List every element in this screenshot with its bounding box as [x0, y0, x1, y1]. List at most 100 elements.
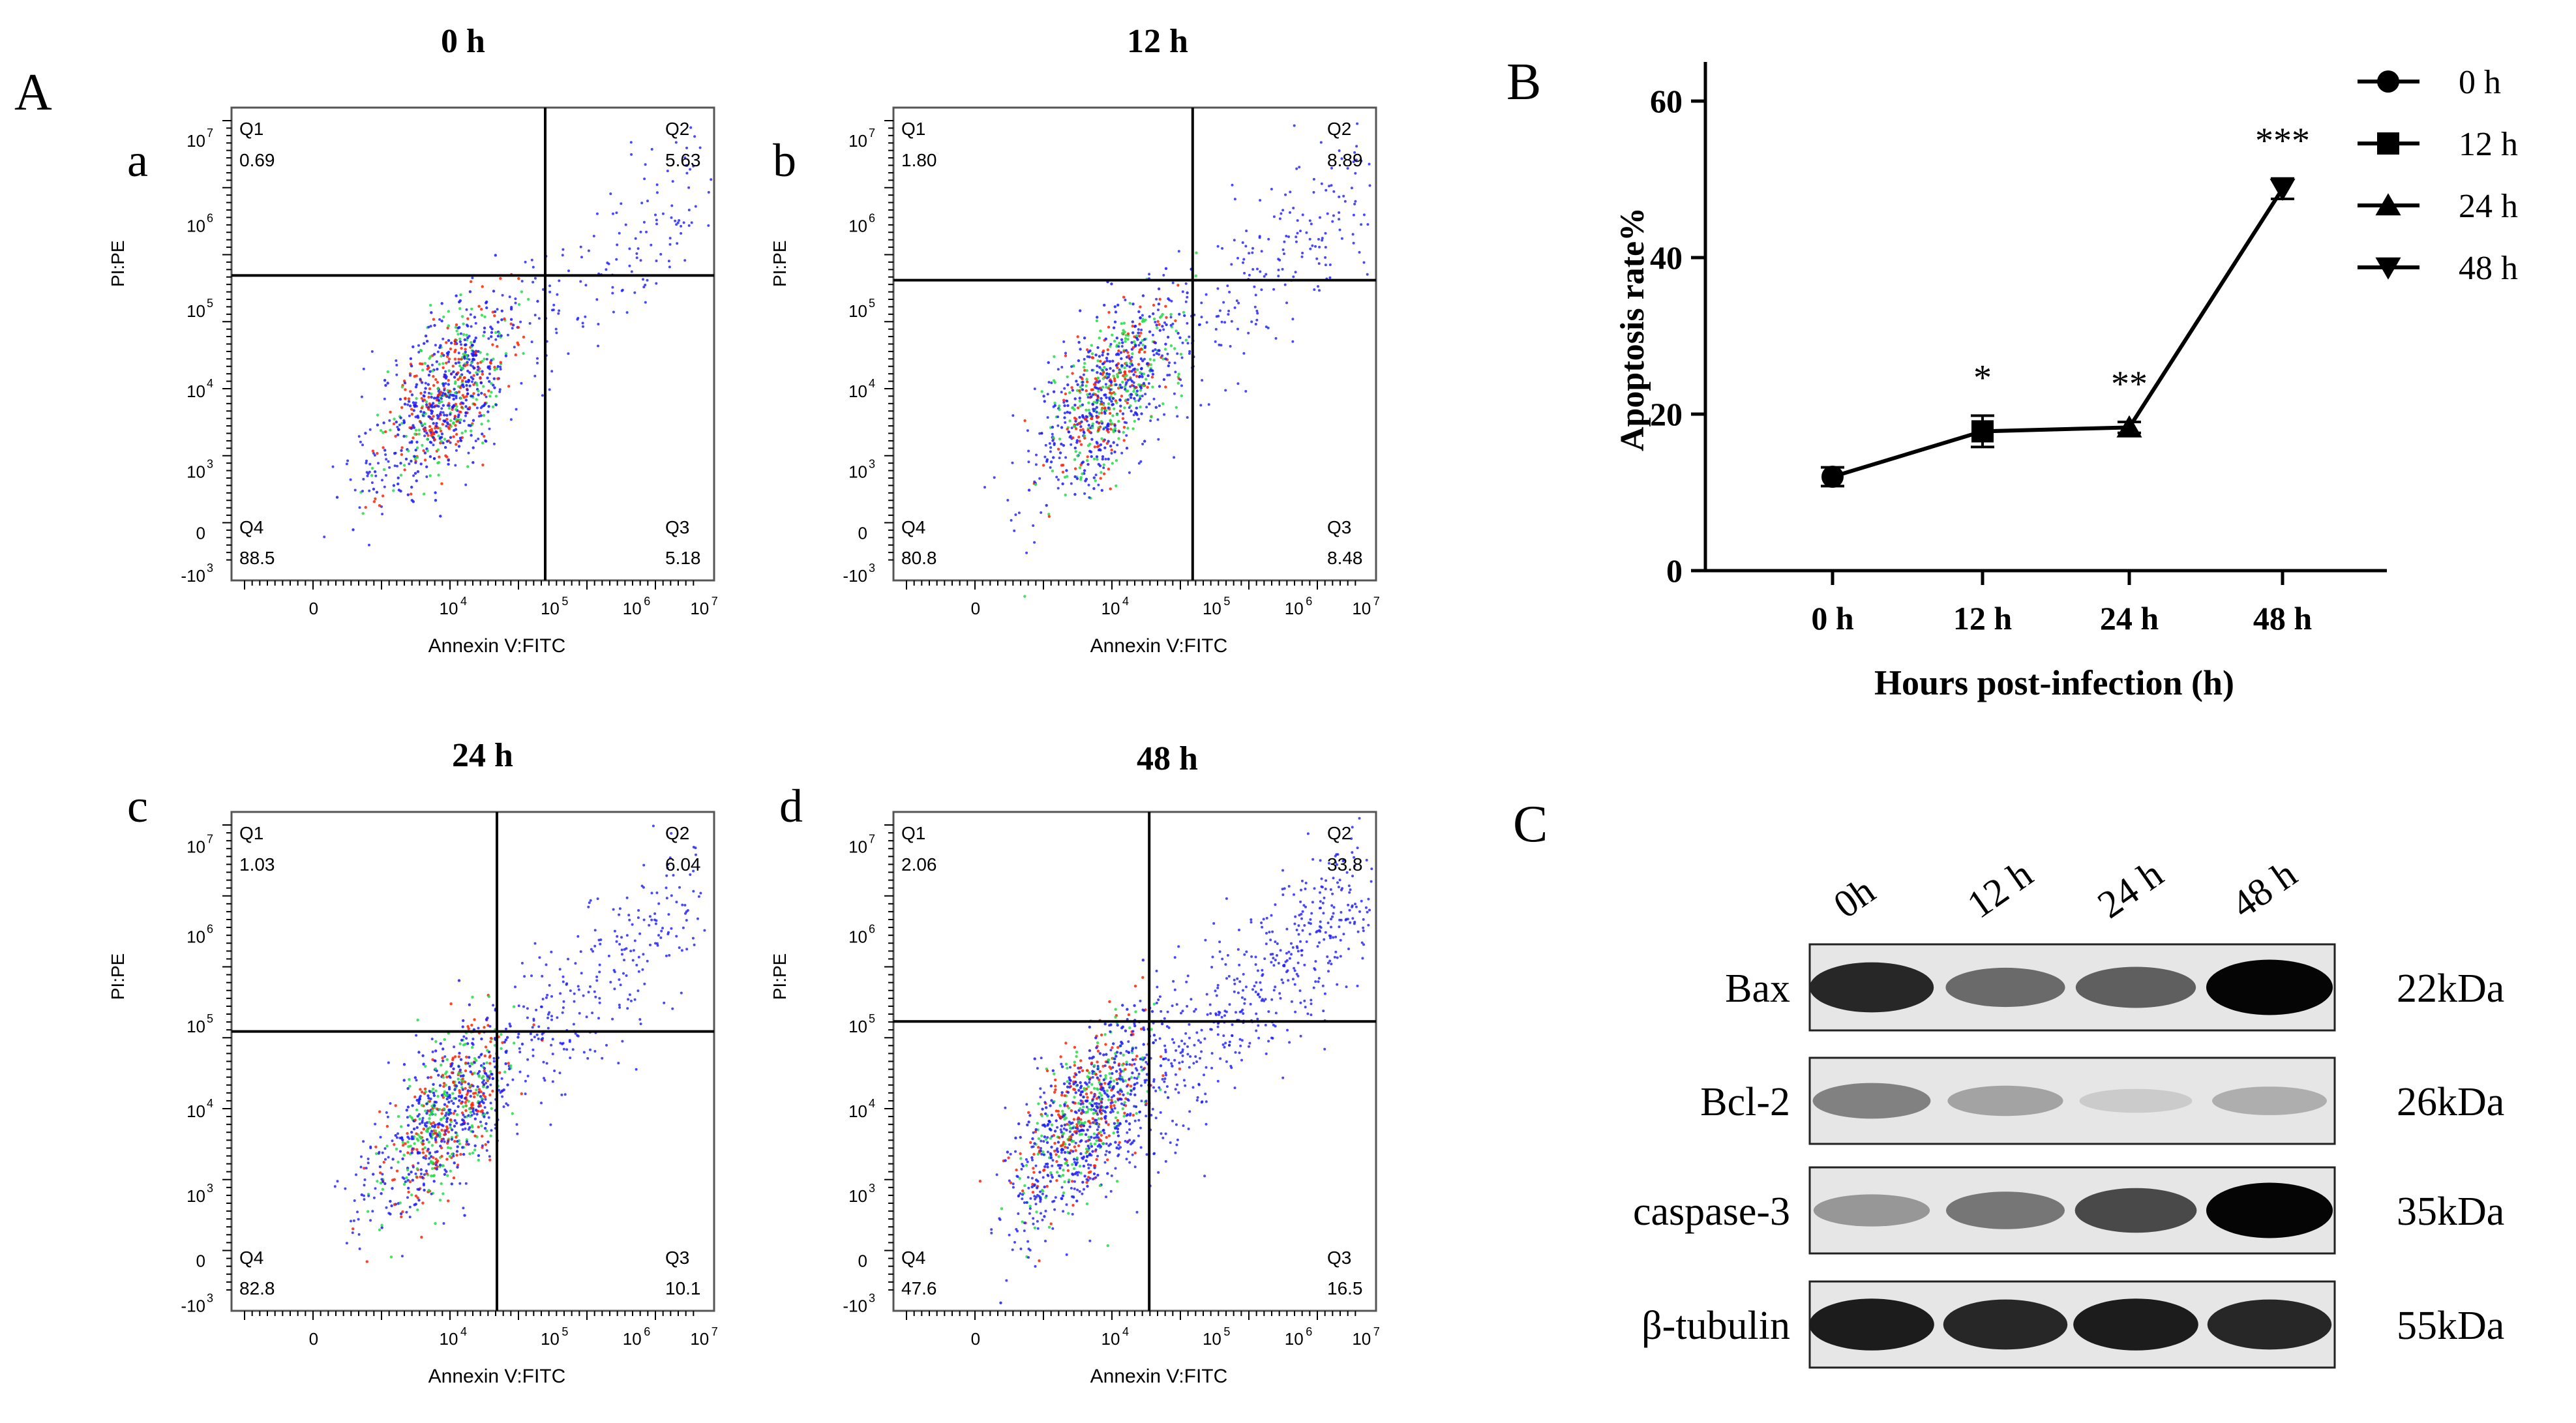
- flow-dot: [1142, 1026, 1145, 1029]
- flow-dot: [1092, 1172, 1096, 1176]
- flow-dot: [670, 216, 673, 219]
- flow-dot: [1079, 1102, 1083, 1106]
- flow-dot: [1130, 370, 1133, 373]
- flow-dot: [1070, 482, 1073, 485]
- flow-dot: [1336, 881, 1339, 884]
- flow-dot: [1038, 477, 1041, 480]
- flow-dot: [430, 1167, 434, 1171]
- flow-dot: [1188, 1023, 1191, 1026]
- flow-dot: [468, 1152, 472, 1156]
- flow-dot: [1152, 353, 1156, 357]
- flow-y-label: PI:PE: [108, 240, 128, 287]
- flow-dot: [1077, 436, 1081, 439]
- flow-dot: [1158, 1086, 1161, 1089]
- flow-dot: [432, 422, 435, 425]
- flow-dot: [1179, 378, 1182, 382]
- flow-dot: [1124, 372, 1127, 376]
- flow-dot: [1129, 1092, 1132, 1096]
- flow-dot: [1051, 1227, 1055, 1230]
- flow-dot: [1166, 374, 1169, 377]
- flow-dot: [423, 1146, 427, 1150]
- flow-dot: [1027, 1120, 1030, 1124]
- flow-dot: [461, 1128, 464, 1131]
- q3-value: 8.48: [1327, 548, 1363, 568]
- flow-dot: [1129, 361, 1132, 365]
- flow-dot: [1073, 1096, 1076, 1099]
- flow-dot: [376, 413, 380, 417]
- flow-dot: [468, 1107, 471, 1111]
- flow-dot: [490, 1107, 493, 1111]
- flow-dot: [1132, 381, 1135, 384]
- flow-dot: [481, 285, 484, 288]
- flow-dot: [490, 1129, 493, 1132]
- flow-dot: [1135, 1081, 1139, 1085]
- flow-dot: [1105, 396, 1108, 399]
- flow-dot: [686, 909, 689, 912]
- flow-dot: [1122, 329, 1125, 332]
- flow-dot: [1063, 416, 1066, 419]
- flow-dot: [370, 350, 374, 353]
- flow-dot: [460, 406, 464, 409]
- flow-dot: [1061, 482, 1064, 486]
- flow-dot: [1124, 337, 1128, 340]
- flow-dot: [1011, 461, 1014, 464]
- flow-dot: [1118, 1074, 1122, 1077]
- flow-dot: [449, 1123, 452, 1126]
- flow-dot: [468, 384, 472, 387]
- flow-dot: [1194, 274, 1198, 278]
- flow-dot: [362, 367, 365, 370]
- flow-dot: [1152, 317, 1156, 321]
- flow-dot: [1281, 209, 1285, 212]
- flow-dot: [1050, 1145, 1053, 1149]
- flow-dot: [505, 1027, 507, 1030]
- flow-dot: [1074, 450, 1077, 453]
- flow-dot: [438, 1199, 442, 1202]
- flow-dot: [1176, 284, 1180, 287]
- flow-dot: [481, 1135, 484, 1138]
- flow-dot: [1151, 1107, 1154, 1111]
- flow-dot: [1161, 325, 1164, 328]
- flow-dot: [1096, 359, 1100, 363]
- flow-dot: [1107, 1134, 1111, 1137]
- flow-dot: [423, 391, 427, 394]
- flow-dot: [438, 1084, 442, 1087]
- flow-dot: [1056, 424, 1060, 427]
- flow-dot: [1324, 256, 1327, 259]
- flow-dot: [1103, 303, 1106, 307]
- flow-dot: [1150, 1028, 1153, 1031]
- flow-dot: [464, 350, 467, 353]
- flow-dot: [458, 1099, 461, 1102]
- flow-dot: [1053, 1072, 1056, 1075]
- flow-dot: [410, 1135, 414, 1139]
- flow-dot: [1118, 1141, 1121, 1145]
- flow-dot: [434, 1067, 438, 1071]
- flow-dot: [518, 1070, 522, 1073]
- flow-dot: [1050, 1123, 1054, 1127]
- flow-dot: [1176, 352, 1179, 355]
- flow-dot: [465, 1093, 469, 1096]
- flow-dot: [593, 990, 596, 993]
- flow-dot: [1115, 337, 1119, 340]
- flow-dot: [447, 402, 451, 405]
- flow-dot: [1096, 1173, 1100, 1177]
- flow-dot: [1053, 1199, 1056, 1203]
- flow-dot: [425, 1169, 428, 1173]
- flow-dot: [412, 500, 415, 503]
- flow-dot: [1085, 1159, 1088, 1163]
- flow-dot: [1124, 1068, 1127, 1071]
- flow-dot: [427, 1076, 430, 1079]
- flow-dot: [1337, 886, 1340, 889]
- flow-dot: [442, 1075, 445, 1079]
- flow-dot: [1095, 406, 1099, 409]
- flow-dot: [483, 1071, 487, 1075]
- flow-dot: [464, 1069, 468, 1073]
- flow-dot: [454, 325, 458, 329]
- flow-dot: [1324, 931, 1327, 934]
- flow-dot: [1088, 1146, 1090, 1150]
- flow-dot: [459, 397, 462, 400]
- flow-dot: [432, 1156, 435, 1160]
- flow-dot: [1111, 359, 1115, 363]
- flow-dot: [1109, 1080, 1113, 1083]
- flow-dot: [1095, 440, 1098, 443]
- flow-dot: [381, 1151, 384, 1154]
